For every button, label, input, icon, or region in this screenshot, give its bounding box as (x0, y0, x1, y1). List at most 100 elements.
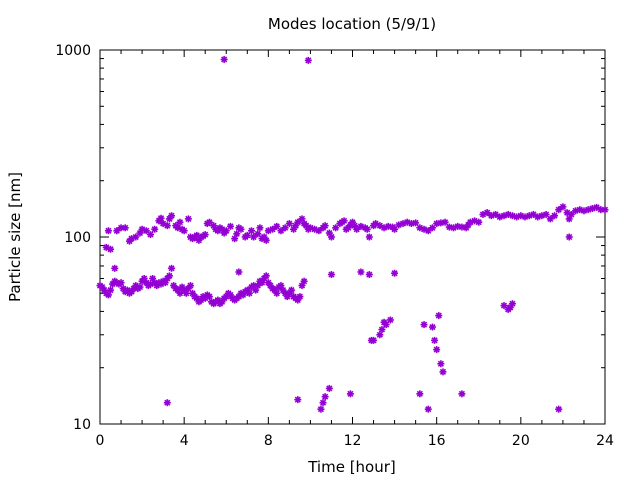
data-point (300, 277, 308, 285)
data-point (168, 264, 176, 272)
data-point (218, 298, 226, 306)
data-point (269, 225, 277, 233)
data-point (233, 230, 241, 238)
data-point (186, 282, 194, 290)
data-point (117, 279, 125, 287)
data-point (304, 56, 312, 64)
data-point (437, 219, 445, 227)
data-point (107, 245, 115, 253)
data-point (365, 233, 373, 241)
data-point (184, 215, 192, 223)
data-point (340, 217, 348, 225)
data-point (454, 222, 462, 230)
data-point (220, 55, 228, 63)
data-point (256, 224, 264, 232)
data-point (201, 231, 209, 239)
data-point (431, 336, 439, 344)
data-point (111, 264, 119, 272)
data-point (420, 321, 428, 329)
data-point (542, 210, 550, 218)
data-point (565, 233, 573, 241)
data-point (157, 214, 165, 222)
data-point (136, 283, 144, 291)
data-point (332, 224, 340, 232)
data-point (508, 300, 516, 308)
x-tick-label: 8 (264, 433, 273, 449)
data-point (319, 399, 327, 407)
data-point (222, 227, 230, 235)
data-point (500, 212, 508, 220)
data-point (551, 212, 558, 220)
data-point (384, 222, 392, 230)
data-point (321, 222, 329, 230)
data-point (327, 271, 335, 279)
y-axis: 10 100 1000 (55, 43, 605, 433)
data-point (317, 405, 325, 413)
data-point (176, 218, 184, 226)
data-point (391, 269, 399, 277)
data-point (285, 220, 293, 228)
data-point (601, 206, 609, 214)
data-point (424, 405, 432, 413)
data-point (437, 360, 445, 368)
x-tick-label: 12 (344, 433, 362, 449)
data-point (142, 227, 150, 235)
data-point (151, 225, 159, 233)
data-point (376, 331, 384, 339)
y-tick-label: 100 (64, 230, 91, 246)
data-point (412, 219, 420, 227)
x-axis: 0 4 8 12 16 20 24 (96, 50, 614, 449)
data-point (163, 399, 171, 407)
data-point (346, 390, 354, 398)
data-point (475, 218, 483, 226)
x-tick-label: 20 (512, 433, 530, 449)
data-point (435, 312, 443, 320)
x-tick-label: 0 (96, 433, 105, 449)
data-point (428, 323, 436, 331)
y-axis-label: Particle size [nm] (6, 172, 24, 302)
data-point (254, 230, 262, 238)
data-point (365, 271, 373, 279)
data-point (363, 225, 371, 233)
data-point (121, 224, 129, 232)
data-point (294, 396, 302, 404)
data-point (302, 222, 310, 230)
data-point (353, 225, 361, 233)
data-point (378, 326, 386, 334)
data-point (250, 233, 258, 241)
data-point (170, 282, 178, 290)
y-tick-label: 1000 (55, 43, 91, 59)
data-point (391, 225, 399, 233)
data-point (262, 236, 270, 244)
data-point (439, 368, 447, 376)
data-point (243, 231, 251, 239)
chart-title: Modes location (5/9/1) (268, 15, 436, 33)
data-point (559, 203, 567, 211)
data-point (357, 268, 365, 276)
data-point (327, 233, 335, 241)
data-point (483, 209, 491, 217)
data-point (325, 384, 333, 392)
data-point (555, 405, 563, 413)
data-point (165, 272, 173, 280)
data-point (370, 336, 378, 344)
x-tick-label: 16 (428, 433, 446, 449)
data-point (235, 268, 243, 276)
data-point (226, 222, 234, 230)
data-point (287, 286, 295, 294)
data-point (248, 227, 255, 235)
data-point (237, 225, 245, 233)
data-point (416, 390, 424, 398)
data-point (382, 321, 390, 329)
data-point (315, 227, 323, 235)
data-point (321, 393, 329, 401)
data-point (168, 212, 176, 220)
data-point (262, 272, 270, 280)
data-point (245, 289, 253, 297)
data-point (433, 346, 441, 354)
data-point (428, 224, 436, 232)
data-point (517, 212, 525, 220)
plot-frame (99, 49, 606, 425)
data-points (96, 55, 609, 413)
